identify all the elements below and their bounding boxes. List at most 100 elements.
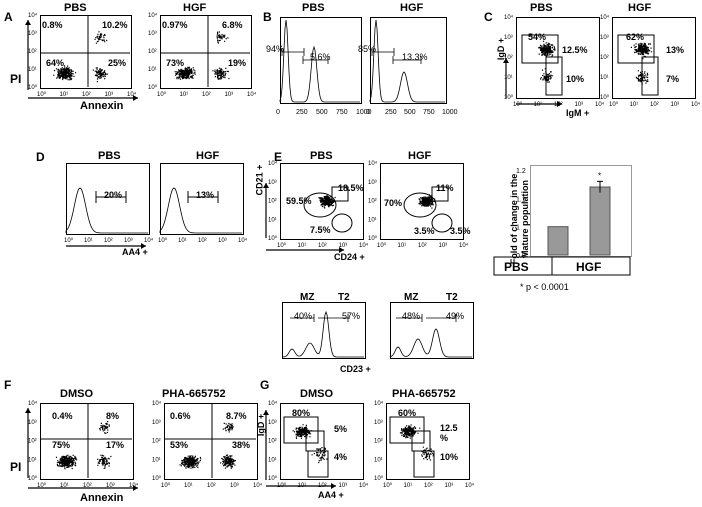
pct-label: 49% <box>446 311 465 321</box>
tick-label: 10³ <box>671 102 680 108</box>
tick-label: 10⁴ <box>600 14 610 21</box>
tick-label: 10¹ <box>148 67 157 73</box>
panel-g-pha-label: PHA-665752 <box>392 388 456 400</box>
mz-label: MZ <box>404 292 419 303</box>
pct-label: 10% <box>566 74 585 84</box>
gate-box <box>283 416 319 444</box>
tick-label: 10³ <box>230 483 239 489</box>
tick-label: 10⁰ <box>368 235 378 242</box>
gate-box <box>521 34 559 64</box>
gate-ellipse <box>303 192 337 218</box>
panel-f-dmso-label: DMSO <box>60 388 93 400</box>
tick-label: 10⁰ <box>64 237 74 244</box>
panel-e-hgf-label: HGF <box>408 150 432 162</box>
tick-label: 10¹ <box>298 243 307 249</box>
tick-label: 10⁰ <box>374 475 384 482</box>
tick-label: 10¹ <box>630 102 639 108</box>
tick-label: 10¹ <box>600 75 609 81</box>
tick-label: 10³ <box>148 31 157 37</box>
tick-label: 10³ <box>445 483 454 489</box>
tick-label: 10³ <box>268 420 277 426</box>
tick-label: 10⁴ <box>144 237 154 244</box>
panel-e-hist-xlabel: CD23 + <box>340 364 371 374</box>
tick-label: 10¹ <box>180 92 189 98</box>
tick-label: 10³ <box>368 180 377 186</box>
scatter-dots <box>318 195 336 209</box>
tick-label: 10⁴ <box>268 160 278 167</box>
arrow-head <box>133 95 138 101</box>
arrow-head <box>263 410 269 415</box>
gate-box <box>331 186 349 202</box>
arrow-head <box>25 20 31 25</box>
arrow-head <box>25 408 31 413</box>
tick-label: 10⁰ <box>268 235 278 242</box>
tick-label: 10⁰ <box>148 84 158 91</box>
scatter-dots <box>418 194 436 209</box>
scatter-dots <box>311 447 328 464</box>
tick-label: 750 <box>336 109 348 116</box>
tick-label: 10² <box>82 92 91 98</box>
tick-label: 10³ <box>439 243 448 249</box>
bar-chart-frame <box>530 165 632 257</box>
tick-label: 10⁰ <box>377 242 387 249</box>
tick-label: 10⁰ <box>268 475 278 482</box>
panel-e-hgf-hist <box>390 302 474 359</box>
tick-label: 10⁰ <box>504 94 514 101</box>
pct-label: 12.5% <box>562 45 588 55</box>
histogram-line <box>389 328 472 358</box>
tick-label: 10¹ <box>184 483 193 489</box>
tick-label: 10² <box>268 199 277 205</box>
panel-d-pbs-plot <box>66 163 150 235</box>
scatter-dots <box>99 421 110 434</box>
tick-label: 10³ <box>374 420 383 426</box>
tick-label: 10² <box>374 439 383 445</box>
tick-label: 10³ <box>575 102 584 108</box>
tick-label: 10³ <box>339 483 348 489</box>
panel-d-hgf-plot <box>160 163 244 235</box>
panel-g-dmso-label: DMSO <box>300 388 333 400</box>
panel-a-pbs-plot <box>40 15 132 89</box>
pct-label: 11% <box>436 183 454 193</box>
tick-label: 10³ <box>124 238 133 244</box>
panel-a-hgf-label: HGF <box>183 2 207 14</box>
pct-label: 62% <box>626 32 645 42</box>
tick-label: 10³ <box>106 483 115 489</box>
tick-label: 10¹ <box>268 457 277 463</box>
tick-label: 10³ <box>225 92 234 98</box>
tick-label: 10⁴ <box>127 91 137 98</box>
panel-f-dmso-plot <box>40 403 134 480</box>
tick-label: 0 <box>366 109 370 116</box>
pct-label: 0.97% <box>162 20 188 30</box>
tick-label: 10² <box>318 243 327 249</box>
pct-label: 7% <box>666 74 680 84</box>
arrow-head <box>339 247 344 253</box>
scatter-dots <box>179 455 202 469</box>
tick-label: 10⁴ <box>28 400 38 407</box>
pct-label: 80% <box>292 408 311 418</box>
pct-label: 3.5% <box>450 226 471 236</box>
tick-label: 750 <box>423 109 435 116</box>
panel-a-xlabel: Annexin <box>80 100 124 112</box>
tick-label: 10⁰ <box>158 237 168 244</box>
tick-label: 10¹ <box>404 483 413 489</box>
histogram-line <box>65 187 148 234</box>
tick-label: 10¹ <box>28 457 37 463</box>
panel-c-hgf-label: HGF <box>628 2 652 14</box>
tick-label: 10² <box>600 55 609 61</box>
scatter-dots <box>212 67 230 80</box>
pct-label: 13% <box>666 45 685 55</box>
tick-label: 10⁰ <box>37 91 47 98</box>
tick-label: 10⁰ <box>152 475 162 482</box>
pct-label: 53% <box>170 440 189 450</box>
tick-label: 10⁴ <box>148 12 158 19</box>
panel-g-xlabel: AA4 + <box>318 490 344 500</box>
panel-e-letter: E <box>274 150 283 164</box>
scatter-dots <box>97 454 112 469</box>
pct-label: 57% <box>342 311 361 321</box>
scatter-dots <box>630 42 653 60</box>
panel-a-pbs-label: PBS <box>64 2 87 14</box>
panel-e-pbs-hist <box>282 302 366 359</box>
tick-label: 10⁰ <box>28 475 38 482</box>
t2-label: T2 <box>446 292 458 303</box>
tick-label: 10³ <box>218 238 227 244</box>
